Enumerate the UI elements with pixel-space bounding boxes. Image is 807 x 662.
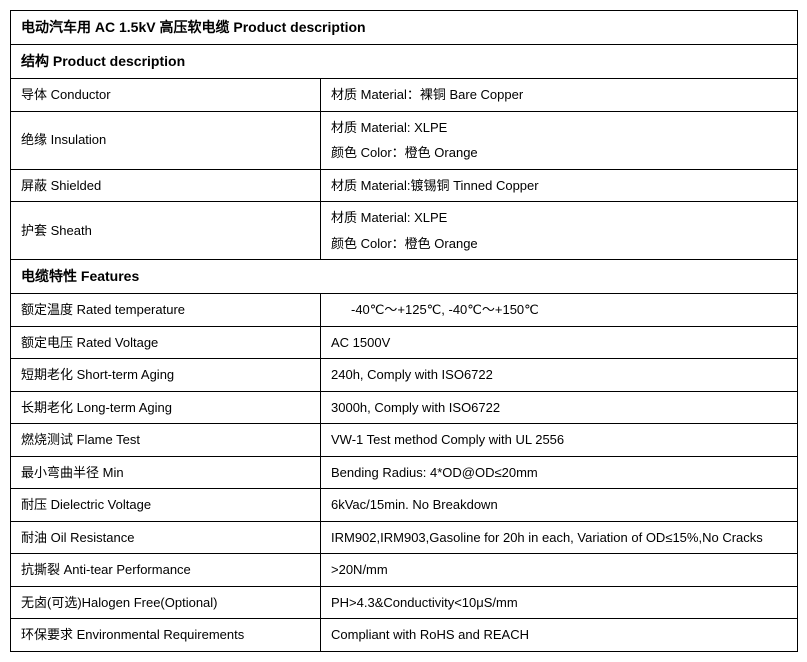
feature-value: 6kVac/15min. No Breakdown bbox=[321, 489, 798, 522]
feature-row: 额定温度 Rated temperature -40℃～+125℃, -40℃～… bbox=[11, 294, 798, 327]
structure-value-line: 材质 Material：裸铜 Bare Copper bbox=[331, 85, 787, 105]
feature-row: 耐油 Oil Resistance IRM902,IRM903,Gasoline… bbox=[11, 521, 798, 554]
structure-value-line: 材质 Material: XLPE bbox=[331, 118, 787, 138]
structure-value: 材质 Material: XLPE 颜色 Color：橙色 Orange bbox=[321, 202, 798, 260]
structure-label: 屏蔽 Shielded bbox=[11, 169, 321, 202]
feature-label: 环保要求 Environmental Requirements bbox=[11, 619, 321, 652]
feature-value: Bending Radius: 4*OD@OD≤20mm bbox=[321, 456, 798, 489]
feature-row: 燃烧测试 Flame Test VW-1 Test method Comply … bbox=[11, 424, 798, 457]
structure-value: 材质 Material: XLPE 颜色 Color：橙色 Orange bbox=[321, 111, 798, 169]
structure-value-line: 材质 Material: XLPE bbox=[331, 208, 787, 228]
feature-value: Compliant with RoHS and REACH bbox=[321, 619, 798, 652]
features-heading: 电缆特性 Features bbox=[11, 260, 798, 294]
structure-label: 绝缘 Insulation bbox=[11, 111, 321, 169]
structure-label: 导体 Conductor bbox=[11, 79, 321, 112]
structure-heading-row: 结构 Product description bbox=[11, 45, 798, 79]
structure-value: 材质 Material：裸铜 Bare Copper bbox=[321, 79, 798, 112]
feature-row: 最小弯曲半径 Min Bending Radius: 4*OD@OD≤20mm bbox=[11, 456, 798, 489]
feature-label: 短期老化 Short-term Aging bbox=[11, 359, 321, 392]
structure-heading: 结构 Product description bbox=[11, 45, 798, 79]
feature-value: IRM902,IRM903,Gasoline for 20h in each, … bbox=[321, 521, 798, 554]
structure-value-line: 材质 Material:镀锡铜 Tinned Copper bbox=[331, 176, 787, 196]
feature-label: 额定温度 Rated temperature bbox=[11, 294, 321, 327]
structure-row: 屏蔽 Shielded 材质 Material:镀锡铜 Tinned Coppe… bbox=[11, 169, 798, 202]
spec-table: 电动汽车用 AC 1.5kV 高压软电缆 Product description… bbox=[10, 10, 798, 652]
feature-label: 耐压 Dielectric Voltage bbox=[11, 489, 321, 522]
feature-label: 最小弯曲半径 Min bbox=[11, 456, 321, 489]
features-heading-row: 电缆特性 Features bbox=[11, 260, 798, 294]
feature-row: 环保要求 Environmental Requirements Complian… bbox=[11, 619, 798, 652]
title-row: 电动汽车用 AC 1.5kV 高压软电缆 Product description bbox=[11, 11, 798, 45]
feature-value: 3000h, Comply with ISO6722 bbox=[321, 391, 798, 424]
feature-value: -40℃～+125℃, -40℃～+150℃ bbox=[321, 294, 798, 327]
feature-row: 额定电压 Rated Voltage AC 1500V bbox=[11, 326, 798, 359]
feature-row: 无卤(可选)Halogen Free(Optional) PH>4.3&Cond… bbox=[11, 586, 798, 619]
feature-row: 长期老化 Long-term Aging 3000h, Comply with … bbox=[11, 391, 798, 424]
feature-label: 无卤(可选)Halogen Free(Optional) bbox=[11, 586, 321, 619]
structure-value-line: 颜色 Color：橙色 Orange bbox=[331, 143, 787, 163]
structure-value-line: 颜色 Color：橙色 Orange bbox=[331, 234, 787, 254]
structure-row: 绝缘 Insulation 材质 Material: XLPE 颜色 Color… bbox=[11, 111, 798, 169]
feature-row: 耐压 Dielectric Voltage 6kVac/15min. No Br… bbox=[11, 489, 798, 522]
page-title: 电动汽车用 AC 1.5kV 高压软电缆 Product description bbox=[11, 11, 798, 45]
structure-value: 材质 Material:镀锡铜 Tinned Copper bbox=[321, 169, 798, 202]
feature-label: 长期老化 Long-term Aging bbox=[11, 391, 321, 424]
feature-value: AC 1500V bbox=[321, 326, 798, 359]
feature-value: >20N/mm bbox=[321, 554, 798, 587]
feature-value: PH>4.3&Conductivity<10μS/mm bbox=[321, 586, 798, 619]
feature-label: 耐油 Oil Resistance bbox=[11, 521, 321, 554]
feature-value: 240h, Comply with ISO6722 bbox=[321, 359, 798, 392]
feature-label: 燃烧测试 Flame Test bbox=[11, 424, 321, 457]
structure-row: 护套 Sheath 材质 Material: XLPE 颜色 Color：橙色 … bbox=[11, 202, 798, 260]
structure-label: 护套 Sheath bbox=[11, 202, 321, 260]
feature-label: 额定电压 Rated Voltage bbox=[11, 326, 321, 359]
feature-label: 抗撕裂 Anti-tear Performance bbox=[11, 554, 321, 587]
feature-value: VW-1 Test method Comply with UL 2556 bbox=[321, 424, 798, 457]
feature-row: 抗撕裂 Anti-tear Performance >20N/mm bbox=[11, 554, 798, 587]
structure-row: 导体 Conductor 材质 Material：裸铜 Bare Copper bbox=[11, 79, 798, 112]
feature-row: 短期老化 Short-term Aging 240h, Comply with … bbox=[11, 359, 798, 392]
table-body: 电动汽车用 AC 1.5kV 高压软电缆 Product description… bbox=[11, 11, 798, 652]
